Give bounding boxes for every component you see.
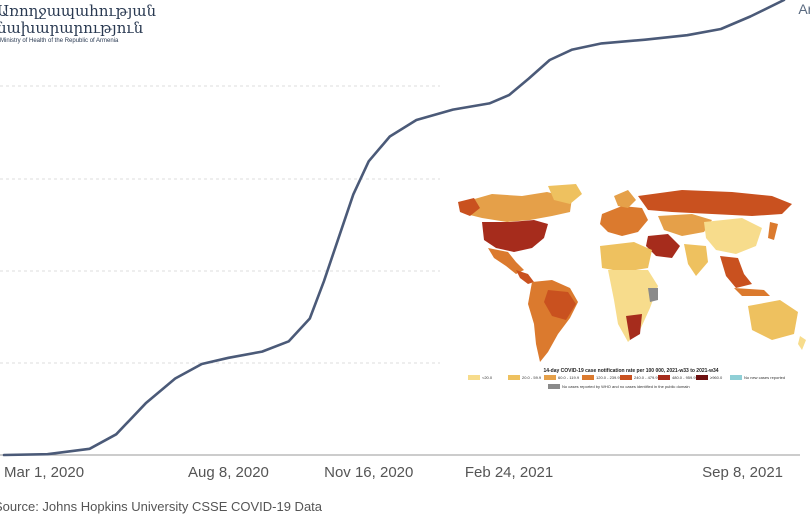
x-axis-ticks: Mar 1, 2020 Aug 8, 2020 Nov 16, 2020 Feb 24… [4, 464, 783, 481]
map-region-middle-east [646, 234, 680, 258]
map-region-japan [768, 222, 778, 240]
map-legend-item-2: 20.0 - 59.9 [508, 375, 542, 381]
map-region-central-america [516, 270, 534, 284]
map-region-alaska [458, 198, 480, 216]
map-region-east-africa-nodata [648, 288, 658, 302]
map-legend-swatch [696, 375, 708, 381]
series-line-armenia [2, 0, 786, 457]
map-region-southeast-asia [720, 256, 752, 288]
map-legend-item-1: <20.0 [468, 375, 493, 381]
map-region-china [704, 218, 762, 254]
map-region-australia [748, 300, 798, 340]
map-region-central-asia [658, 214, 712, 236]
map-legend-item-4: 120.0 - 239.9 [582, 375, 620, 381]
map-legend-swatch [658, 375, 670, 381]
map-region-scandinavia [614, 190, 636, 208]
map-legend-swatch [544, 375, 556, 381]
map-region-greenland [548, 184, 582, 204]
x-tick-label-1: Mar 1, 2020 [4, 464, 84, 481]
map-legend-label: ≥960.0 [710, 375, 723, 380]
map-legend-label: 240.0 - 479.9 [634, 375, 658, 380]
grid-lines [0, 85, 800, 456]
logo-line-2: նախարարություն [0, 19, 144, 37]
map-region-north-africa [600, 242, 652, 272]
map-region-india [684, 244, 708, 276]
inset-world-map [452, 184, 810, 367]
logo-line-3: Ministry of Health of the Republic of Ar… [0, 38, 119, 44]
map-legend-swatch [548, 384, 560, 390]
map-region-southern-africa [626, 314, 642, 340]
map-region-russia [638, 190, 792, 216]
x-tick-label-4: Feb 24, 2021 [465, 464, 553, 481]
map-legend-item-6: 480.0 - 959.9 [658, 375, 696, 381]
map-legend-label: No new cases reported [744, 375, 786, 380]
map-legend-item-3: 60.0 - 119.9 [544, 375, 580, 381]
map-legend-item-5: 240.0 - 479.9 [620, 375, 658, 381]
map-legend-swatch [730, 375, 742, 381]
logo-line-1: Առողջապահության [0, 2, 157, 20]
map-region-canada [464, 192, 572, 222]
x-tick-label-3: Nov 16, 2020 [324, 464, 413, 481]
ministry-logo: Առողջապահության նախարարություն Ministry … [0, 2, 156, 44]
map-legend-label: 480.0 - 959.9 [672, 375, 696, 380]
map-region-brazil [544, 290, 576, 320]
inset-map-title: 14-day COVID-19 case notification rate p… [543, 368, 719, 374]
map-legend-label: 20.0 - 59.9 [522, 375, 542, 380]
world-map-image [458, 184, 806, 362]
map-region-indonesia [734, 288, 770, 296]
x-tick-label-5: Sep 8, 2021 [702, 464, 783, 481]
map-region-africa [608, 270, 658, 342]
x-tick-label-2: Aug 8, 2020 [188, 464, 269, 481]
map-legend-item-8: No new cases reported [730, 375, 786, 381]
inset-map-legend: <20.0 20.0 - 59.9 60.0 - 119.9 120.0 - 239.… [468, 375, 810, 395]
map-region-mexico [488, 248, 524, 274]
map-legend-swatch [468, 375, 480, 381]
map-legend-item-7: ≥960.0 [696, 375, 723, 381]
map-legend-label: 120.0 - 239.9 [596, 375, 620, 380]
map-legend-label: 60.0 - 119.9 [558, 375, 580, 380]
source-note: Source: Johns Hopkins University CSSE CO… [0, 499, 323, 514]
map-region-europe [600, 206, 648, 236]
map-legend-swatch [620, 375, 632, 381]
map-legend-swatch [582, 375, 594, 381]
map-legend-label: No cases reported by WHO and no cases id… [562, 384, 690, 389]
map-region-new-zealand [798, 336, 806, 350]
map-region-usa [482, 220, 548, 252]
map-legend-label: <20.0 [482, 375, 493, 380]
map-legend-swatch [508, 375, 520, 381]
series-label-armenia: Arm [798, 1, 810, 17]
map-legend-item-9: No cases reported by WHO and no cases id… [548, 384, 690, 390]
